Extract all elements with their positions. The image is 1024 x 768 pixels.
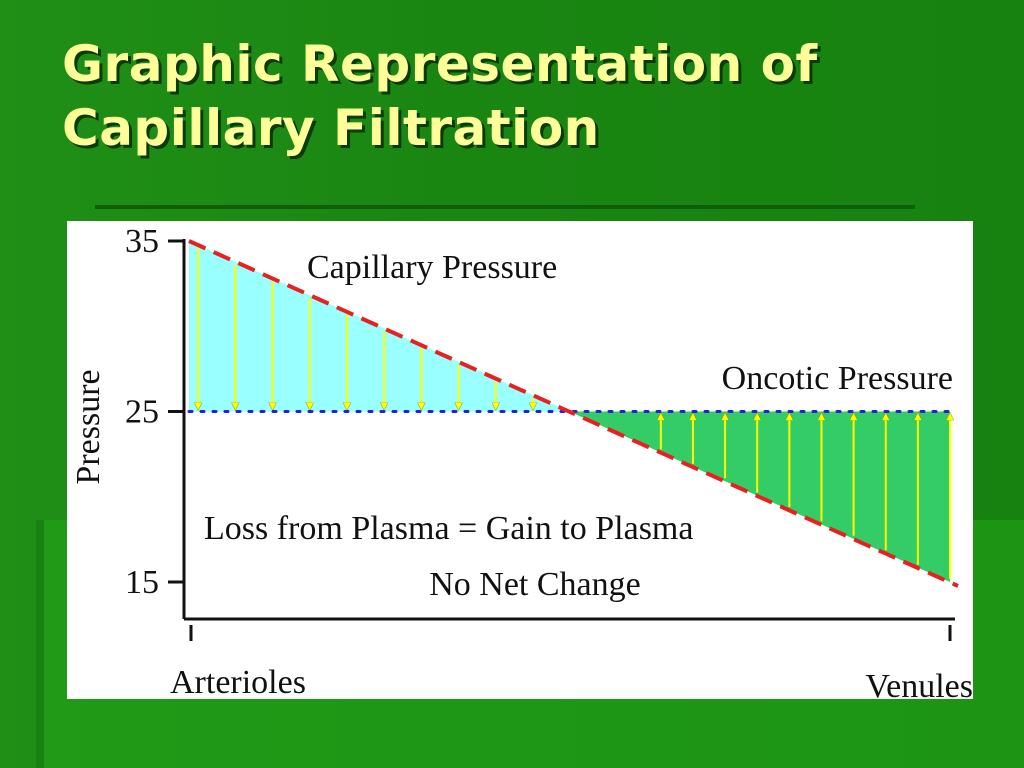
title-line-1: Graphic Representation of [62,35,818,93]
filtration-arrows [198,248,533,406]
legend-label-capillary-pressure: Capillary Pressure [307,249,557,286]
y-tick-label: 35 [125,223,159,260]
legend-label-oncotic-pressure: Oncotic Pressure [722,360,953,397]
y-axis-label: Pressure [70,369,107,484]
x-label-arterioles: Arterioles [170,664,306,699]
slide-title: Graphic Representation of Capillary Filt… [62,32,1002,160]
title-line-2: Capillary Filtration [62,99,600,157]
chart-panel: 15 25 35 Pressure Arterioles Venules Capil… [67,221,973,699]
y-ticks: 15 25 35 [125,223,184,601]
reabsorption-arrows [661,417,950,579]
lower-accent-edge [36,520,44,768]
capillary-filtration-chart: 15 25 35 Pressure Arterioles Venules Capil… [70,223,973,699]
x-label-venules: Venules [865,668,973,699]
series-line-capillary-pressure [188,239,959,588]
y-tick-label: 25 [125,394,159,431]
y-tick-label: 15 [125,564,159,601]
annotation-no-net-change: No Net Change [429,566,641,603]
top-accent-line [95,205,915,209]
annotation-loss-gain: Loss from Plasma = Gain to Plasma [204,510,693,547]
